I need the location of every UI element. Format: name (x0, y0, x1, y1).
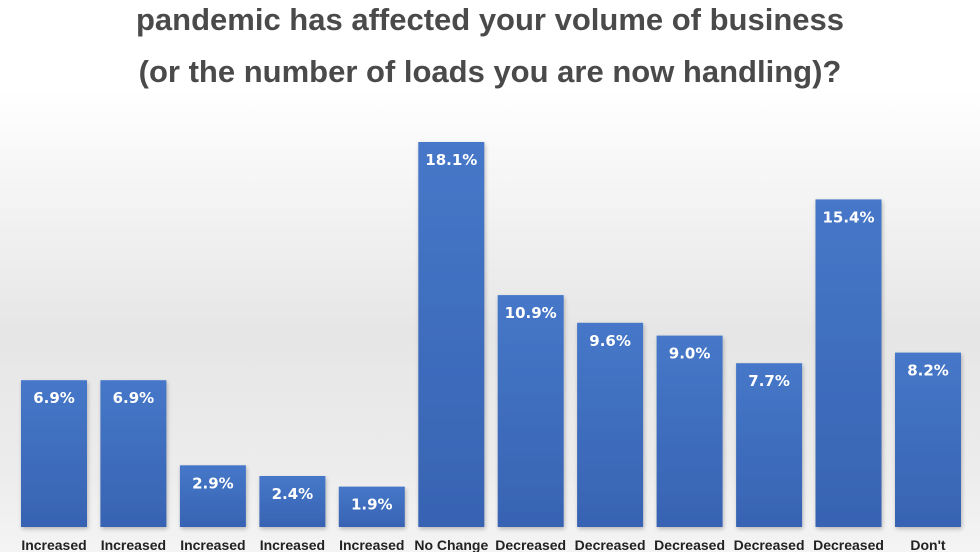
bar (815, 199, 882, 527)
bar (418, 142, 485, 527)
category-tick-label: Don't (910, 537, 946, 552)
category-tick-label: Increased (180, 537, 245, 552)
bar-value-label: 7.7% (748, 372, 790, 390)
bar-value-label: 2.4% (272, 485, 314, 503)
bar (656, 335, 723, 527)
bar-value-label: 8.2% (907, 362, 949, 380)
bar-value-label: 15.4% (822, 208, 874, 226)
bar (577, 322, 644, 527)
bar (895, 352, 961, 527)
bar (179, 465, 246, 527)
bar-value-label: 9.0% (669, 345, 711, 363)
bars-group (21, 142, 961, 527)
chart-title-line-1: pandemic has affected your volume of bus… (135, 2, 845, 37)
value-labels-group: 6.9% 6.9% 2.9% 2.4% 1.9% 18.1% 10.9% 9.6% 9.0% 7.… (33, 151, 949, 514)
bar-value-label: 1.9% (351, 496, 393, 514)
category-tick-label: Decreased (734, 537, 805, 552)
category-labels-group: Increased Increased Increased Increased Incr… (21, 537, 946, 552)
category-tick-label: Decreased (495, 537, 566, 552)
category-tick-label: No Change (414, 537, 488, 552)
bar (100, 380, 167, 527)
bar (259, 476, 326, 527)
category-tick-label: Decreased (654, 537, 725, 552)
category-tick-label: Increased (21, 537, 86, 552)
bar-value-label: 6.9% (33, 389, 75, 407)
category-tick-label: Decreased (575, 537, 646, 552)
bar-value-label: 6.9% (113, 389, 155, 407)
category-tick-label: Increased (339, 537, 404, 552)
chart-title-line-2: (or the number of loads you are now hand… (138, 54, 842, 89)
bar (21, 380, 87, 527)
bar-value-label: 9.6% (589, 332, 631, 350)
bar (736, 363, 803, 527)
bar-value-label: 18.1% (425, 151, 477, 169)
bar-value-label: 10.9% (505, 304, 557, 322)
category-tick-label: Increased (260, 537, 325, 552)
bar (338, 486, 405, 527)
bar-value-label: 2.9% (192, 474, 234, 492)
bar (497, 295, 564, 527)
category-tick-label: Decreased (813, 537, 884, 552)
category-tick-label: Increased (101, 537, 166, 552)
